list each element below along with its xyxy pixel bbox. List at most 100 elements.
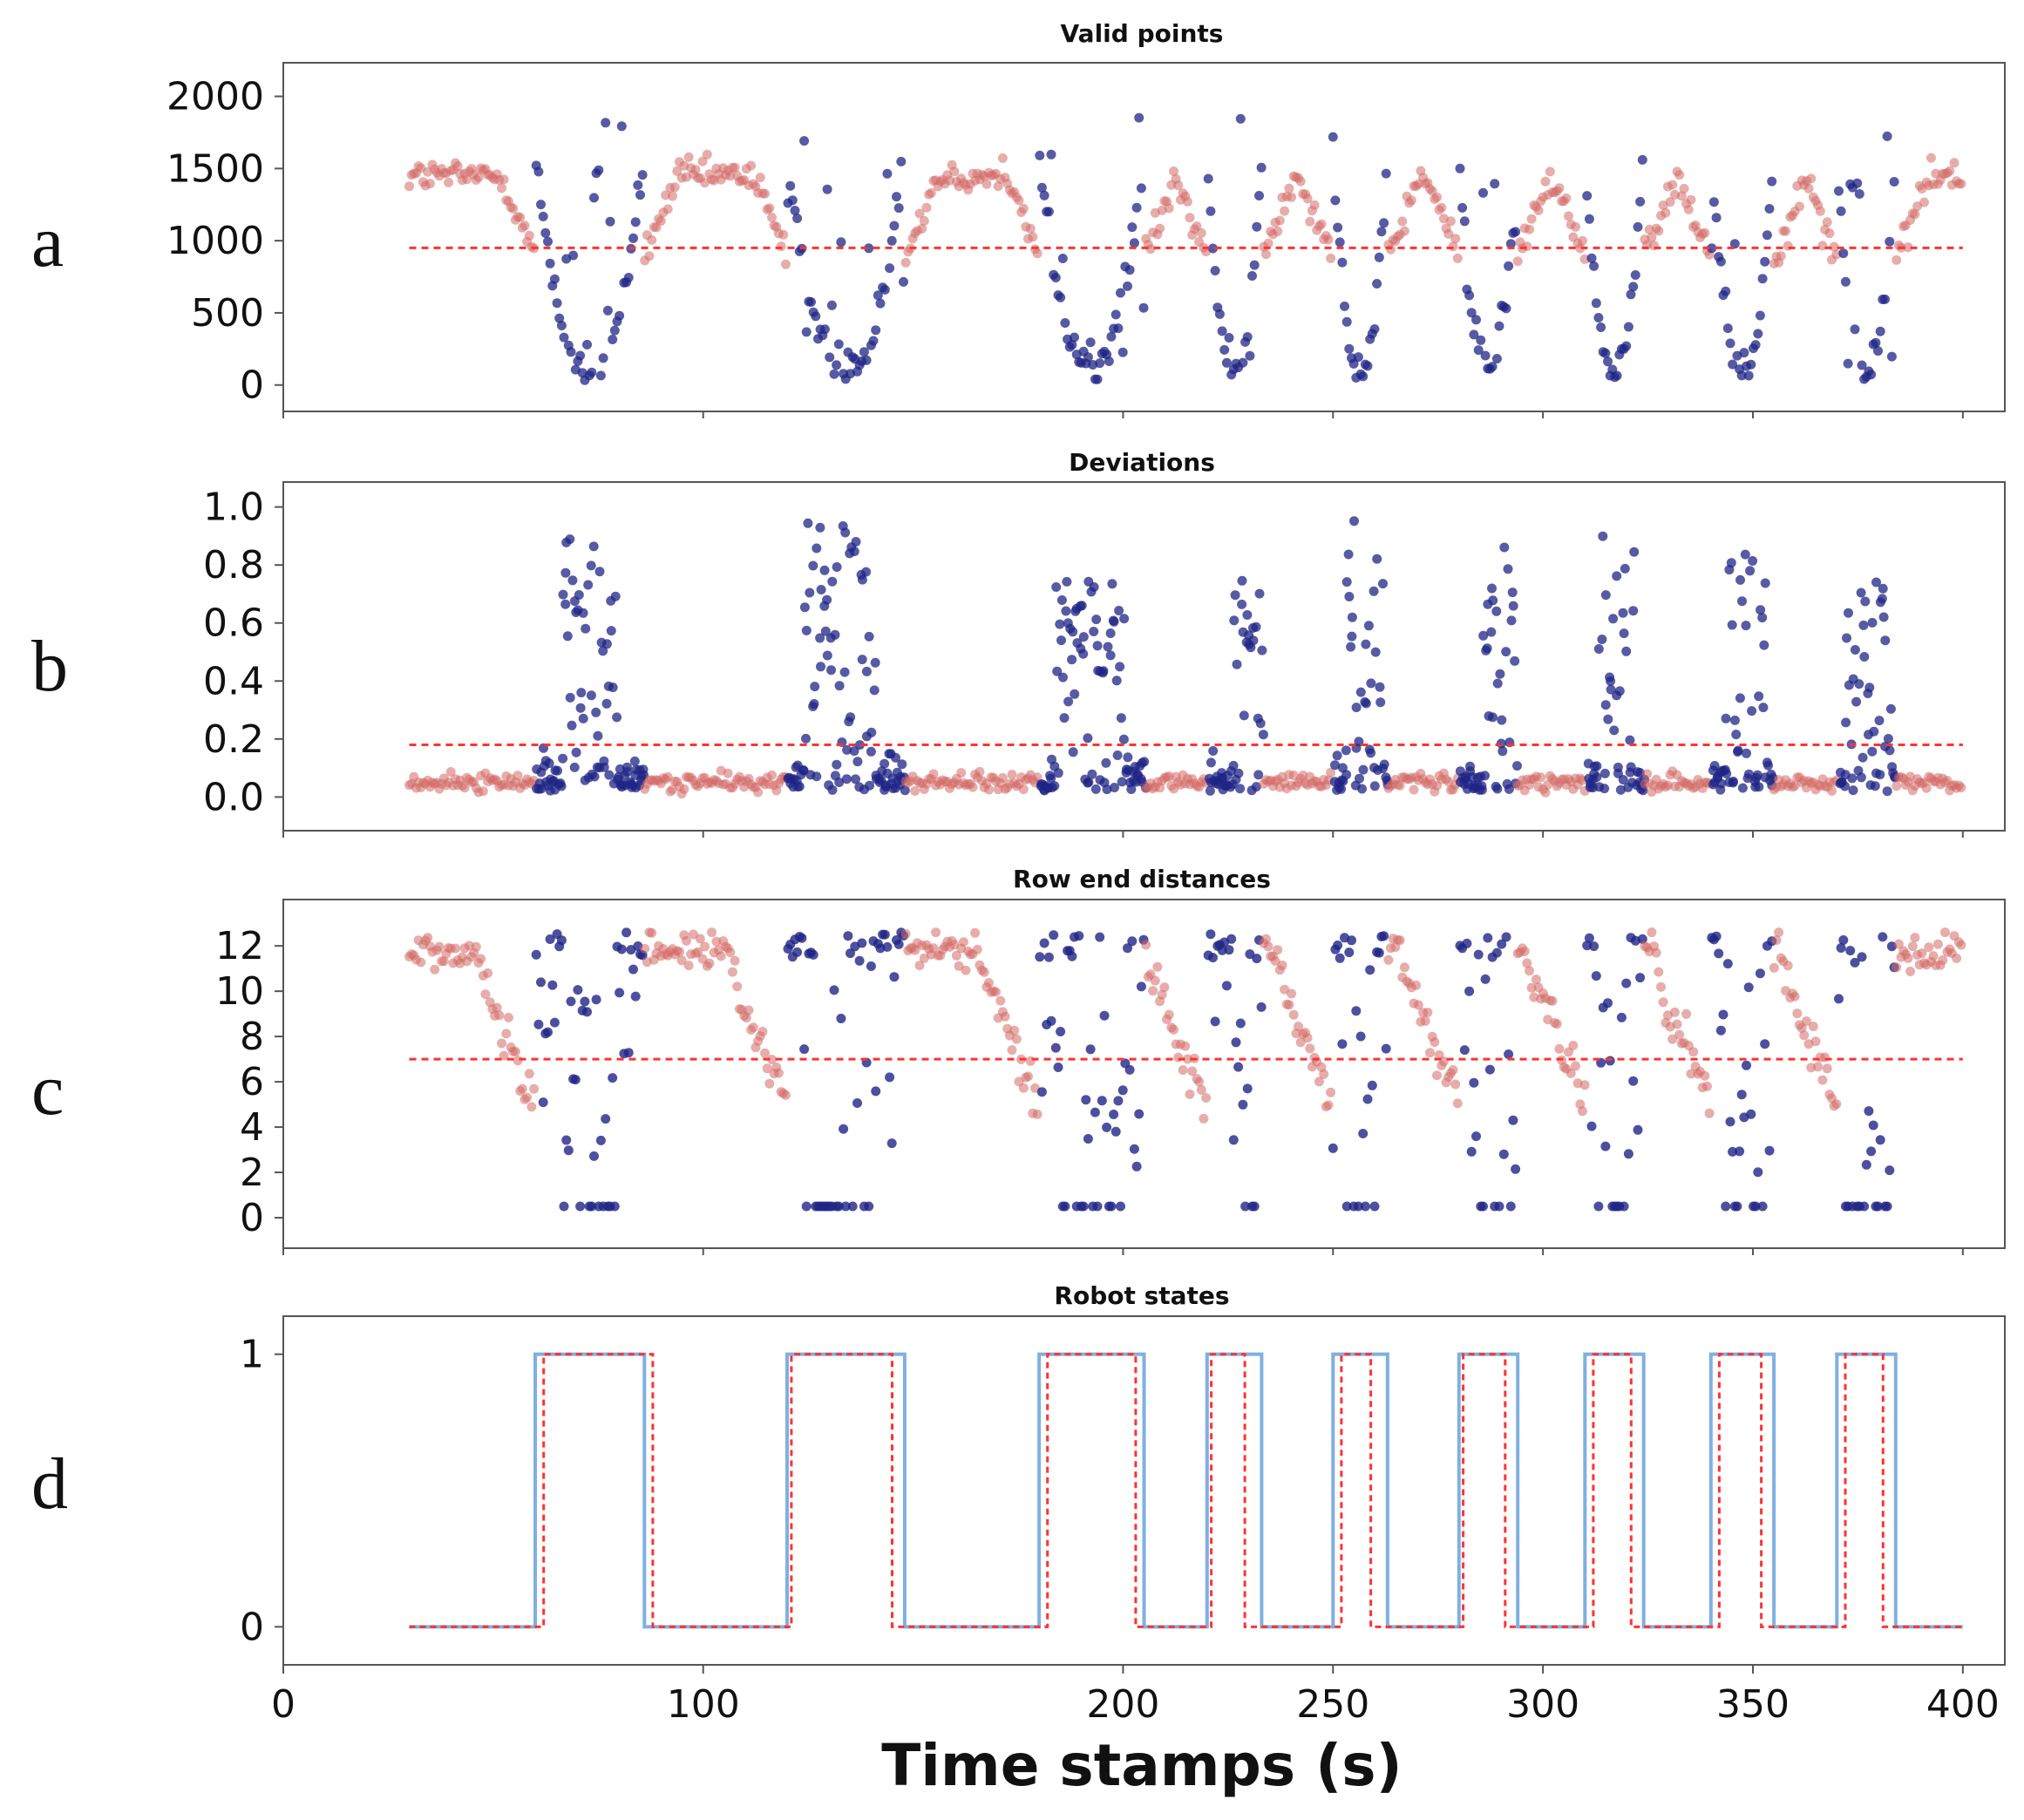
data-point <box>1009 1025 1020 1036</box>
data-point <box>1058 672 1068 682</box>
data-point <box>1085 337 1096 348</box>
data-point <box>832 759 842 770</box>
data-point <box>893 203 904 214</box>
data-point <box>679 784 689 794</box>
data-point <box>599 756 609 766</box>
data-point <box>1850 957 1860 968</box>
data-point <box>1043 952 1054 962</box>
data-point <box>1806 173 1817 184</box>
data-point <box>873 290 883 301</box>
data-point <box>1057 254 1068 263</box>
data-point <box>1584 933 1594 943</box>
data-point <box>1116 1201 1125 1212</box>
data-point <box>1476 335 1486 345</box>
data-point <box>819 324 830 335</box>
data-point <box>575 1201 586 1212</box>
data-point <box>970 927 981 938</box>
data-point <box>1764 1145 1775 1156</box>
panel-letter-a: a <box>31 201 64 282</box>
data-point <box>1507 587 1518 598</box>
data-point <box>1423 1008 1433 1017</box>
data-point <box>582 1007 592 1017</box>
y-tick-label: 0.2 <box>203 717 264 762</box>
panel-c-frame <box>282 899 2006 1249</box>
data-point <box>919 215 929 226</box>
data-point <box>910 785 920 796</box>
data-point <box>1111 676 1122 686</box>
data-point <box>1495 669 1505 679</box>
data-point <box>767 213 777 222</box>
data-point <box>1753 1167 1763 1178</box>
data-point <box>533 166 544 177</box>
data-point <box>1365 965 1375 975</box>
data-point <box>799 602 810 613</box>
data-point <box>1591 971 1601 981</box>
data-point <box>1864 1106 1874 1117</box>
data-point <box>1068 627 1078 637</box>
data-point <box>1938 955 1948 965</box>
data-point <box>951 950 961 961</box>
state-line-dashed <box>409 1353 1963 1628</box>
data-point <box>892 192 901 202</box>
data-point <box>991 987 1001 997</box>
data-point <box>501 1029 512 1039</box>
data-point <box>799 1044 810 1055</box>
data-point <box>1395 780 1405 791</box>
data-point <box>1526 982 1537 993</box>
data-point <box>995 995 1006 1006</box>
data-point <box>1742 1060 1751 1070</box>
y-tick-label: 0 <box>240 363 264 408</box>
data-point <box>1776 251 1786 261</box>
data-point <box>1510 655 1520 666</box>
data-point <box>1568 1041 1579 1050</box>
data-point <box>1801 1016 1811 1027</box>
data-point <box>1621 341 1632 351</box>
data-point <box>1085 1044 1096 1055</box>
data-point <box>1721 713 1731 723</box>
data-point <box>1028 232 1038 242</box>
data-point <box>1889 177 1899 187</box>
data-point <box>1102 1122 1112 1132</box>
data-point <box>560 599 571 609</box>
panel-b: b Deviations 0.0 0.2 0.4 0.6 0.8 1.0 <box>31 448 2006 838</box>
y-tick-label: 1.0 <box>203 486 264 530</box>
data-point <box>1799 1030 1810 1041</box>
data-point <box>1600 784 1610 794</box>
data-point <box>1049 930 1059 941</box>
data-point <box>1109 616 1119 627</box>
data-point <box>544 758 554 769</box>
data-point <box>1762 757 1772 768</box>
data-point <box>702 149 712 160</box>
data-point <box>1335 953 1345 963</box>
data-point <box>1753 329 1763 339</box>
data-point <box>1226 934 1237 944</box>
data-point <box>900 785 910 796</box>
data-point <box>1326 1087 1336 1097</box>
data-point <box>1131 1161 1142 1171</box>
data-point <box>1844 608 1853 618</box>
data-point <box>899 276 908 287</box>
data-point <box>1621 646 1632 656</box>
data-point <box>547 980 558 990</box>
data-point <box>1270 956 1280 966</box>
data-point <box>1399 962 1409 973</box>
data-point <box>1136 981 1146 992</box>
panel-letter-c: c <box>31 1049 64 1131</box>
data-point <box>1592 772 1602 782</box>
data-point <box>538 1097 548 1108</box>
data-point <box>1053 768 1063 778</box>
data-point <box>1487 362 1498 372</box>
data-point <box>1874 716 1885 726</box>
data-point <box>1369 781 1380 791</box>
data-point <box>586 560 596 571</box>
data-point <box>1603 357 1613 367</box>
data-point <box>589 1151 599 1161</box>
data-point <box>1046 1015 1056 1026</box>
data-point <box>513 771 523 781</box>
data-point <box>1545 166 1555 177</box>
data-point <box>635 190 645 200</box>
data-point <box>1032 1109 1043 1119</box>
data-point <box>832 360 842 370</box>
data-point <box>870 657 880 668</box>
data-point <box>1488 595 1498 606</box>
